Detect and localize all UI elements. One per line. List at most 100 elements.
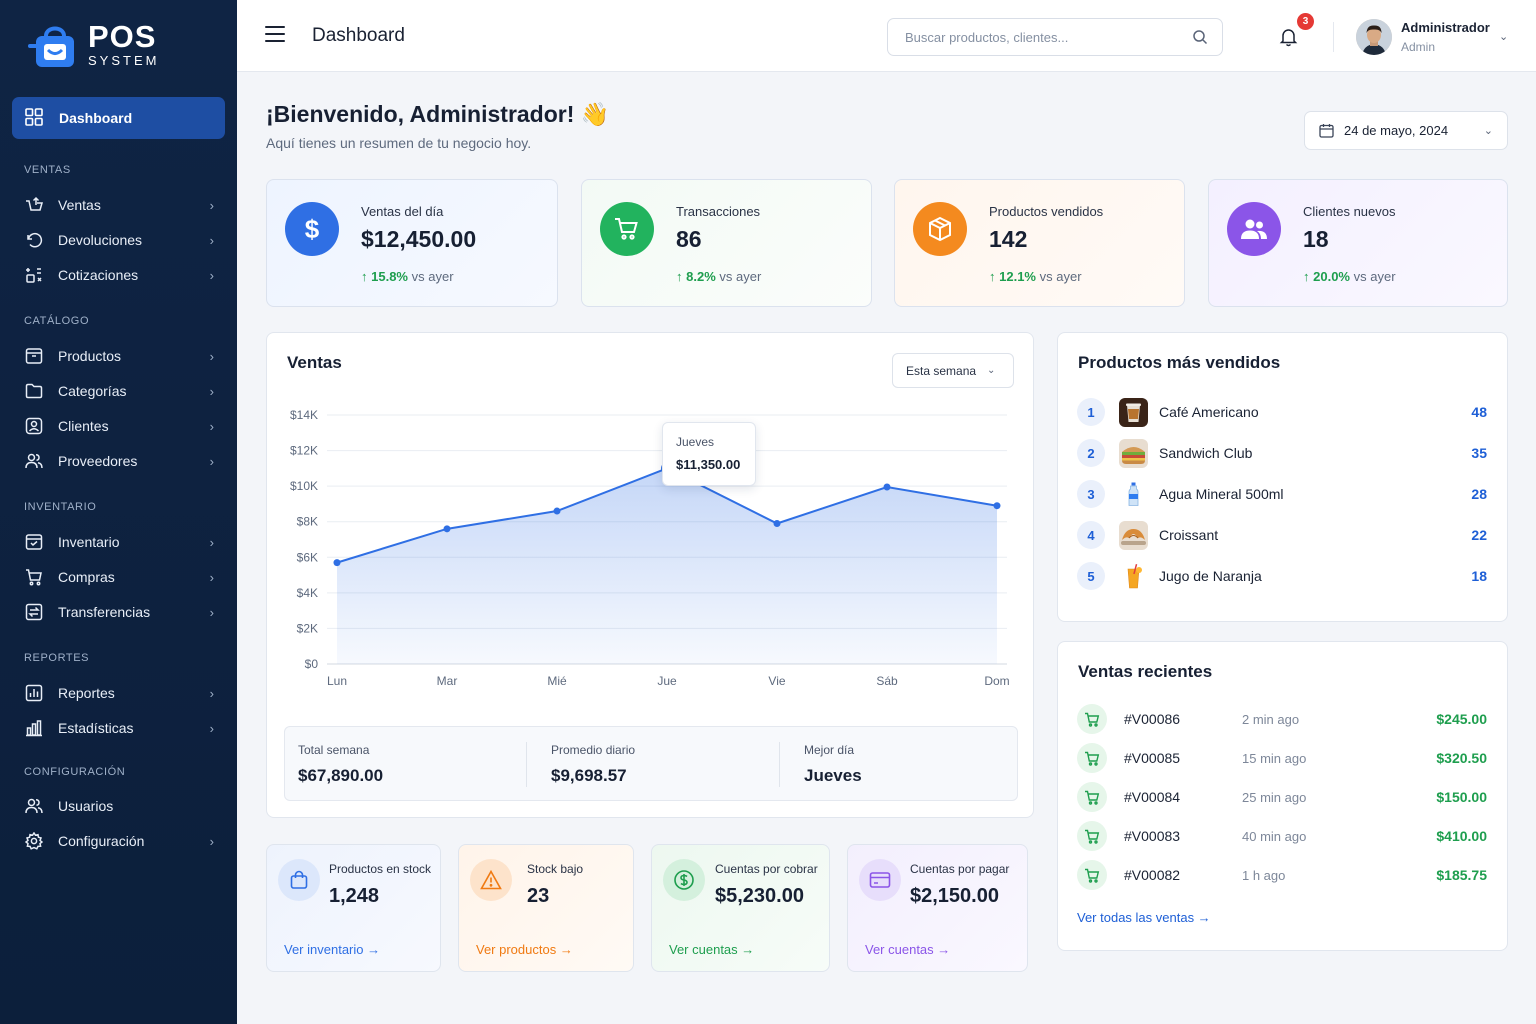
stat-card-productos-vendidos[interactable]: Productos vendidos 142 ↑ 12.1% vs ayer xyxy=(894,179,1185,307)
inventory-icon xyxy=(24,532,44,552)
calendar-icon xyxy=(1319,123,1334,138)
table-row[interactable]: #V00083 40 min ago $410.00 xyxy=(1077,821,1487,851)
y-tick-label: $6K xyxy=(297,550,318,564)
logo[interactable]: POS SYSTEM xyxy=(24,20,159,68)
sidebar-item-ventas[interactable]: Ventas › xyxy=(24,190,214,220)
sidebar-item-dashboard[interactable]: Dashboard xyxy=(12,97,225,139)
list-item[interactable]: 4 Croissant 22 xyxy=(1077,520,1487,550)
table-row[interactable]: #V00082 1 h ago $185.75 xyxy=(1077,860,1487,890)
mini-link[interactable]: Ver inventario → xyxy=(284,942,381,957)
sidebar-item-clientes[interactable]: Clientes › xyxy=(24,411,214,441)
box-icon xyxy=(913,202,967,256)
summary-value: Jueves xyxy=(804,766,862,785)
y-tick-label: $10K xyxy=(290,479,318,493)
list-item[interactable]: 3 Agua Mineral 500ml 28 xyxy=(1077,479,1487,509)
sidebar-item-proveedores[interactable]: Proveedores › xyxy=(24,446,214,476)
sidebar-item-compras[interactable]: Compras › xyxy=(24,562,214,592)
table-row[interactable]: #V00086 2 min ago $245.00 xyxy=(1077,704,1487,734)
sidebar-item-categorias[interactable]: Categorías › xyxy=(24,376,214,406)
stat-value: 142 xyxy=(989,226,1028,252)
mini-link[interactable]: Ver productos → xyxy=(476,942,573,957)
contact-icon xyxy=(24,416,44,436)
stat-value: 18 xyxy=(1303,226,1329,252)
section-title-ventas: VENTAS xyxy=(24,164,71,176)
sidebar-item-cotizaciones[interactable]: Cotizaciones › xyxy=(24,260,214,290)
arrow-up-icon: ↑ xyxy=(676,269,687,284)
sale-time: 15 min ago xyxy=(1242,750,1307,766)
cart-icon xyxy=(24,567,44,587)
sidebar-item-reportes[interactable]: Reportes › xyxy=(24,678,214,708)
mini-label: Cuentas por pagar xyxy=(910,862,1010,876)
stat-card-ventas[interactable]: $ Ventas del día $12,450.00 ↑ 15.8% vs a… xyxy=(266,179,558,307)
avatar[interactable] xyxy=(1356,19,1392,55)
summary-average: Promedio diario $9,698.57 xyxy=(551,743,635,786)
dollar-circle-icon xyxy=(663,859,705,901)
summary-label: Mejor día xyxy=(804,743,855,757)
data-point xyxy=(333,559,341,567)
table-row[interactable]: #V00085 15 min ago $320.50 xyxy=(1077,743,1487,773)
grid-icon xyxy=(25,108,45,128)
mini-card-stock[interactable]: Productos en stock 1,248 Ver inventario … xyxy=(266,844,441,972)
stat-card-transacciones[interactable]: Transacciones 86 ↑ 8.2% vs ayer xyxy=(581,179,872,307)
stat-delta-value: 20.0% xyxy=(1313,269,1350,284)
bar-chart-icon xyxy=(24,718,44,738)
sidebar-item-productos[interactable]: Productos › xyxy=(24,341,214,371)
stat-label: Productos vendidos xyxy=(989,204,1104,219)
mini-value: $5,230.00 xyxy=(715,885,804,907)
mini-link[interactable]: Ver cuentas → xyxy=(669,942,755,957)
mini-card-payable[interactable]: Cuentas por pagar $2,150.00 Ver cuentas … xyxy=(847,844,1028,972)
product-count: 35 xyxy=(1471,445,1487,461)
box-icon xyxy=(24,346,44,366)
sidebar-item-label: Clientes xyxy=(58,418,109,434)
mini-card-low-stock[interactable]: Stock bajo 23 Ver productos → xyxy=(458,844,634,972)
sidebar-item-inventario[interactable]: Inventario › xyxy=(24,527,214,557)
search-icon[interactable] xyxy=(1192,29,1208,48)
sidebar-item-devoluciones[interactable]: Devoluciones › xyxy=(24,225,214,255)
view-all-sales-link[interactable]: Ver todas las ventas → xyxy=(1077,910,1211,925)
sidebar-item-label: Usuarios xyxy=(58,798,114,814)
coffee-icon xyxy=(1119,397,1148,427)
users-icon xyxy=(24,796,44,816)
list-item[interactable]: 5 Jugo de Naranja 18 xyxy=(1077,561,1487,591)
chevron-right-icon: › xyxy=(209,453,214,469)
arrow-up-icon: ↑ xyxy=(361,269,372,284)
mini-card-receivable[interactable]: Cuentas por cobrar $5,230.00 Ver cuentas… xyxy=(651,844,830,972)
arrow-up-icon: ↑ xyxy=(1303,269,1314,284)
list-item[interactable]: 2 Sandwich Club 35 xyxy=(1077,438,1487,468)
summary-best-day: Mejor día Jueves xyxy=(804,743,862,786)
sidebar-item-configuracion[interactable]: Configuración › xyxy=(24,826,214,856)
y-tick-label: $4K xyxy=(297,586,318,600)
x-tick-label: Lun xyxy=(327,674,347,688)
stat-card-clientes-nuevos[interactable]: Clientes nuevos 18 ↑ 20.0% vs ayer xyxy=(1208,179,1508,307)
stat-delta: ↑ 15.8% vs ayer xyxy=(361,269,454,284)
chevron-down-icon[interactable]: ⌄ xyxy=(1499,31,1509,43)
user-name[interactable]: Administrador xyxy=(1401,20,1490,35)
sale-amount: $150.00 xyxy=(1436,789,1487,805)
sidebar-item-transferencias[interactable]: Transferencias › xyxy=(24,597,214,627)
mini-link[interactable]: Ver cuentas → xyxy=(865,942,951,957)
sidebar-item-label: Cotizaciones xyxy=(58,267,139,283)
summary-value: $67,890.00 xyxy=(298,766,384,785)
sidebar-item-usuarios[interactable]: Usuarios xyxy=(24,791,214,821)
sidebar-item-label: Compras xyxy=(58,569,115,585)
date-picker[interactable]: 24 de mayo, 2024 ⌄ xyxy=(1304,111,1508,150)
sidebar-item-estadisticas[interactable]: Estadísticas › xyxy=(24,713,214,743)
sidebar-item-label: Transferencias xyxy=(58,604,151,620)
rank-badge: 5 xyxy=(1077,562,1105,590)
tooltip-value: $11,350.00 xyxy=(676,457,741,472)
stat-delta-suffix: vs ayer xyxy=(1353,269,1396,284)
section-title-catalogo: CATÁLOGO xyxy=(24,315,90,327)
bell-icon[interactable] xyxy=(1279,27,1298,52)
stat-value: $12,450.00 xyxy=(361,226,477,252)
list-item[interactable]: 1 Café Americano 48 xyxy=(1077,397,1487,427)
search-input[interactable]: Buscar productos, clientes... xyxy=(887,18,1223,56)
menu-icon[interactable] xyxy=(265,26,285,42)
period-select[interactable]: Esta semana ⌄ xyxy=(892,353,1014,388)
table-row[interactable]: #V00084 25 min ago $150.00 xyxy=(1077,782,1487,812)
data-point xyxy=(883,483,891,491)
cart-icon xyxy=(1077,782,1107,812)
stat-delta-value: 15.8% xyxy=(371,269,408,284)
series-area xyxy=(337,468,997,664)
juice-icon xyxy=(1119,561,1148,591)
sale-id: #V00085 xyxy=(1124,750,1181,766)
